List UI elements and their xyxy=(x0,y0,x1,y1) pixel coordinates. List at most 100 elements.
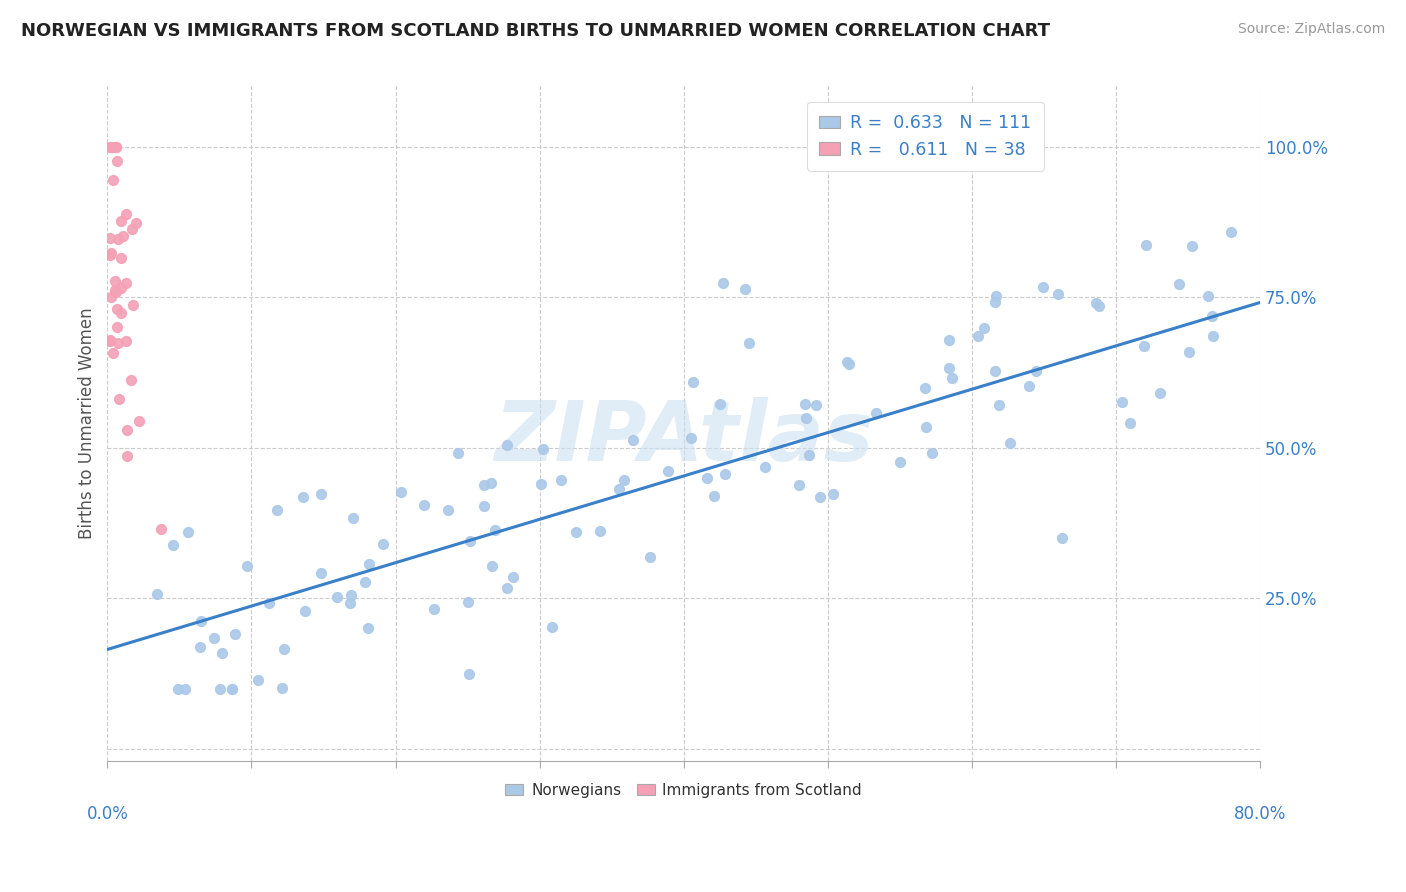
Point xyxy=(110,251,132,265)
Text: ZIPAtlas: ZIPAtlas xyxy=(494,397,873,477)
Point xyxy=(423,602,446,616)
Point xyxy=(531,442,554,456)
Point xyxy=(738,336,761,351)
Point xyxy=(540,619,562,633)
Point xyxy=(734,282,756,296)
Point xyxy=(938,360,960,375)
Point xyxy=(209,681,232,696)
Point xyxy=(128,414,150,428)
Point xyxy=(389,484,412,499)
Point xyxy=(188,640,211,655)
Point xyxy=(565,524,588,539)
Point xyxy=(447,446,470,460)
Point xyxy=(550,473,572,487)
Point xyxy=(371,536,394,550)
Point xyxy=(966,329,988,343)
Point xyxy=(114,207,136,221)
Point xyxy=(101,346,124,360)
Point xyxy=(224,626,246,640)
Point xyxy=(266,503,288,517)
Point xyxy=(681,431,703,445)
Point xyxy=(294,605,316,619)
Point xyxy=(273,642,295,657)
Point xyxy=(711,276,734,290)
Point xyxy=(115,334,138,348)
Point xyxy=(211,646,233,660)
Point xyxy=(246,673,269,688)
Point xyxy=(1201,329,1223,343)
Point xyxy=(914,420,936,434)
Point xyxy=(202,631,225,645)
Point xyxy=(340,588,363,602)
Point xyxy=(938,333,960,347)
Point xyxy=(983,295,1005,310)
Point xyxy=(105,302,128,317)
Point xyxy=(270,681,292,695)
Point xyxy=(984,364,1007,378)
Point xyxy=(607,483,630,497)
Point xyxy=(114,277,136,291)
Point xyxy=(100,246,122,260)
Point xyxy=(479,475,502,490)
Point xyxy=(865,406,887,420)
Point xyxy=(797,448,820,462)
Point xyxy=(339,596,361,610)
Point xyxy=(1135,237,1157,252)
Point xyxy=(326,591,349,605)
Point xyxy=(98,139,121,153)
Point xyxy=(941,371,963,385)
Point xyxy=(1201,310,1223,324)
Point xyxy=(117,449,139,463)
Point xyxy=(121,298,143,312)
Point xyxy=(100,290,122,304)
Point xyxy=(105,320,128,334)
Point xyxy=(107,231,129,245)
Text: Source: ZipAtlas.com: Source: ZipAtlas.com xyxy=(1237,22,1385,37)
Point xyxy=(1000,436,1022,450)
Point xyxy=(101,173,124,187)
Point xyxy=(1025,363,1047,377)
Point xyxy=(98,334,121,349)
Point xyxy=(1220,225,1243,239)
Point xyxy=(174,681,197,696)
Point xyxy=(108,392,131,406)
Point xyxy=(1168,277,1191,291)
Point xyxy=(221,681,243,696)
Text: 0.0%: 0.0% xyxy=(86,805,128,822)
Point xyxy=(1178,344,1201,359)
Point xyxy=(495,581,517,595)
Point xyxy=(530,477,553,491)
Point xyxy=(1018,378,1040,392)
Point xyxy=(657,464,679,478)
Point xyxy=(124,216,146,230)
Point xyxy=(221,681,243,696)
Point xyxy=(342,510,364,524)
Point xyxy=(110,306,132,320)
Point xyxy=(821,487,844,501)
Point xyxy=(794,411,817,425)
Point xyxy=(472,499,495,513)
Point xyxy=(354,575,377,590)
Point xyxy=(458,667,481,681)
Point xyxy=(921,445,943,459)
Point xyxy=(292,491,315,505)
Point xyxy=(502,570,524,584)
Point xyxy=(120,373,142,387)
Point xyxy=(1119,416,1142,430)
Point xyxy=(787,478,810,492)
Point xyxy=(149,522,172,536)
Point xyxy=(838,357,860,371)
Point xyxy=(115,423,138,437)
Point xyxy=(1133,338,1156,352)
Point xyxy=(472,478,495,492)
Point xyxy=(984,289,1007,303)
Point xyxy=(703,489,725,503)
Point xyxy=(311,487,333,501)
Point xyxy=(810,490,832,504)
Point xyxy=(107,336,129,351)
Point xyxy=(460,534,482,549)
Point xyxy=(236,559,259,574)
Point xyxy=(714,467,737,482)
Point xyxy=(105,139,128,153)
Point xyxy=(794,397,817,411)
